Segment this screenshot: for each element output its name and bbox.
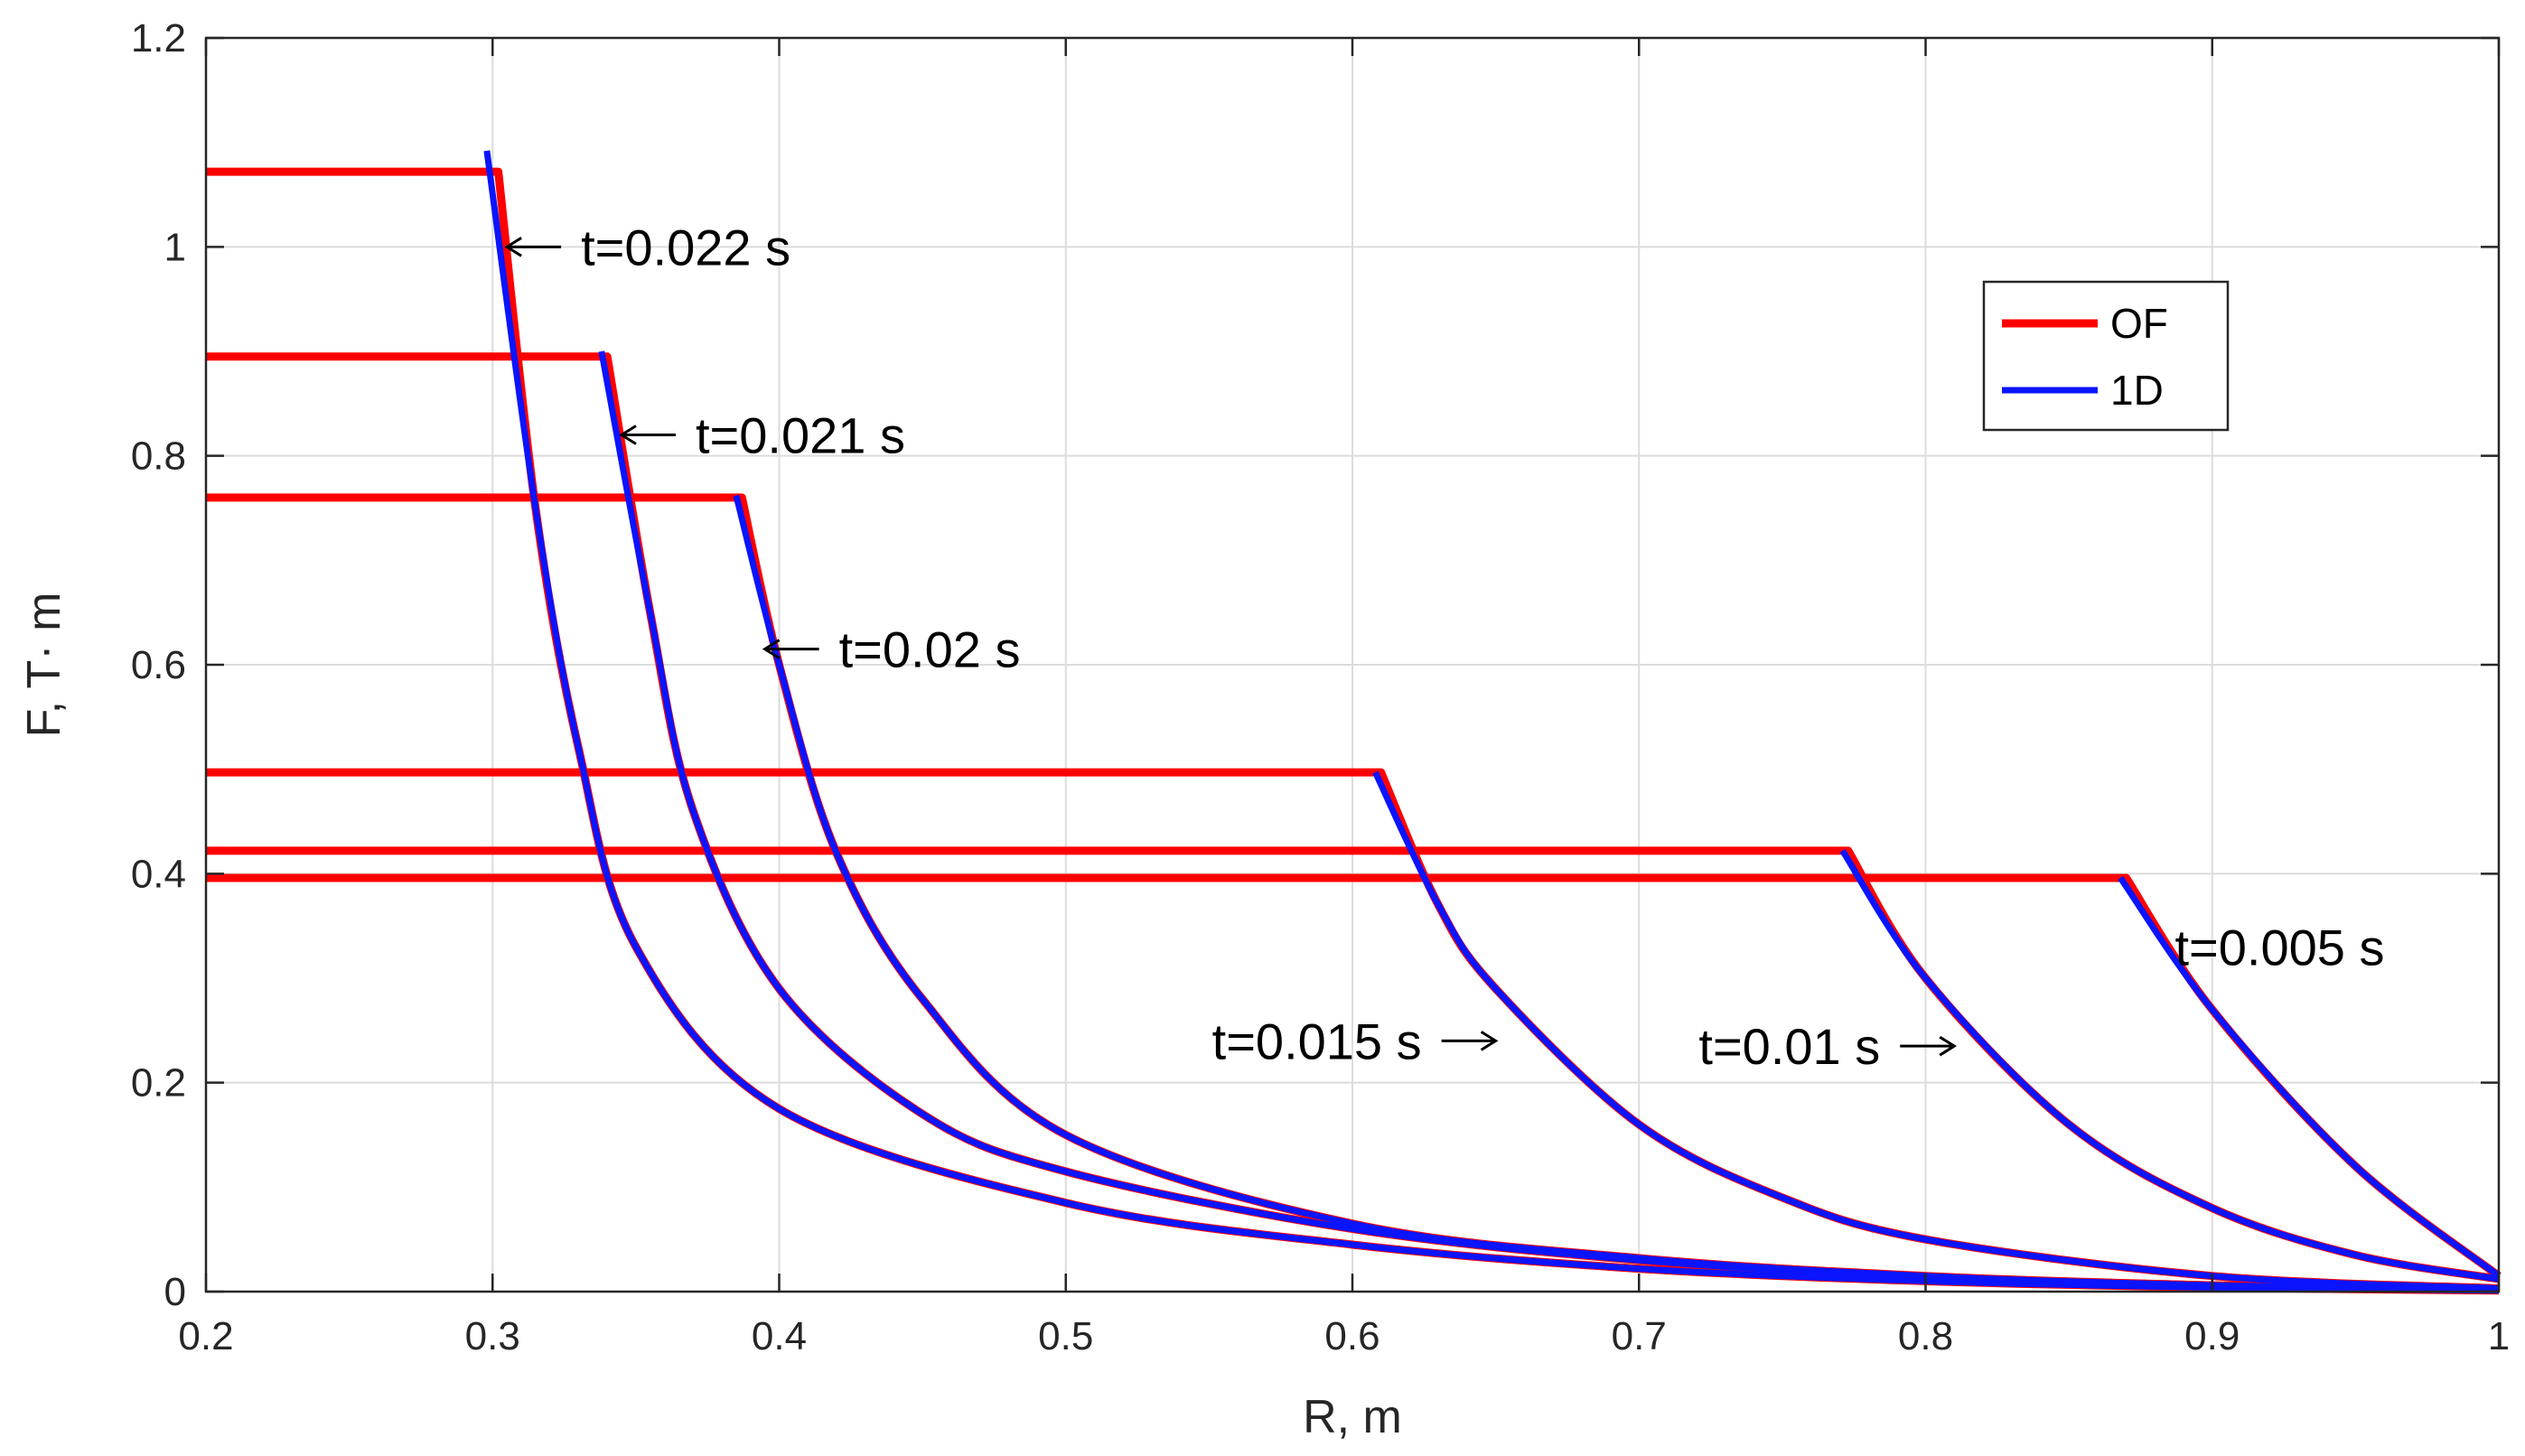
x-axis-label: R, m [1303,1391,1402,1443]
x-tick-label: 0.8 [1898,1314,1953,1358]
series-1d-line-0022 [483,150,2500,1294]
y-tick-label: 0.8 [131,434,186,479]
x-tick-label: 0.5 [1038,1314,1093,1358]
annotations: t=0.022 s t=0.021 s t=0.02 s t=0.015 s t=0.0… [504,219,2385,1075]
x-tick-label: 1 [2488,1314,2510,1358]
x-tick-label: 0.3 [465,1314,520,1358]
annotation-label: t=0.015 s [1212,1013,1422,1069]
series-1d-line-001 [1839,848,2500,1283]
legend: OF 1D [1982,280,2230,432]
annotation-arrow-left [504,237,562,257]
annotation-label: t=0.02 s [839,621,1021,678]
annotation-label: t=0.022 s [581,219,790,275]
legend-box [1982,280,2230,432]
annotation-arrow-right [1441,1031,1499,1051]
series-1d-line-0005 [2118,876,2502,1279]
x-tick-label: 0.6 [1324,1314,1379,1358]
y-tick-label: 0 [164,1270,186,1314]
y-tick-label: 0.6 [131,643,186,687]
annotation-arrow-right [1900,1035,1958,1057]
y-tick-label: 1.2 [131,16,186,61]
annotation-label: t=0.01 s [1698,1018,1880,1075]
x-tick-label: 0.2 [178,1314,233,1358]
x-tick-label: 0.7 [1612,1314,1667,1358]
y-tick-label: 0.2 [131,1061,186,1106]
y-axis-label: F, T· m [18,593,70,738]
annotation-arrow-left [762,639,819,659]
annotation-label: t=0.021 s [696,407,905,464]
y-tick-label: 1 [164,225,186,269]
legend-label: OF [2110,300,2168,347]
annotation-label: t=0.005 s [2175,919,2385,975]
x-tick-label: 0.4 [752,1314,807,1358]
annotation-arrow-left [619,425,677,445]
y-tick-label: 0.4 [131,852,186,896]
plot-lines [206,150,2502,1295]
ticks: 0.2 0.3 0.4 0.5 0.6 0.7 0.8 0.9 100.20.40.60.811… [131,16,2510,1358]
series-1d-line-002 [733,494,2500,1293]
legend-label: 1D [2110,367,2164,414]
x-tick-label: 0.9 [2184,1314,2240,1358]
